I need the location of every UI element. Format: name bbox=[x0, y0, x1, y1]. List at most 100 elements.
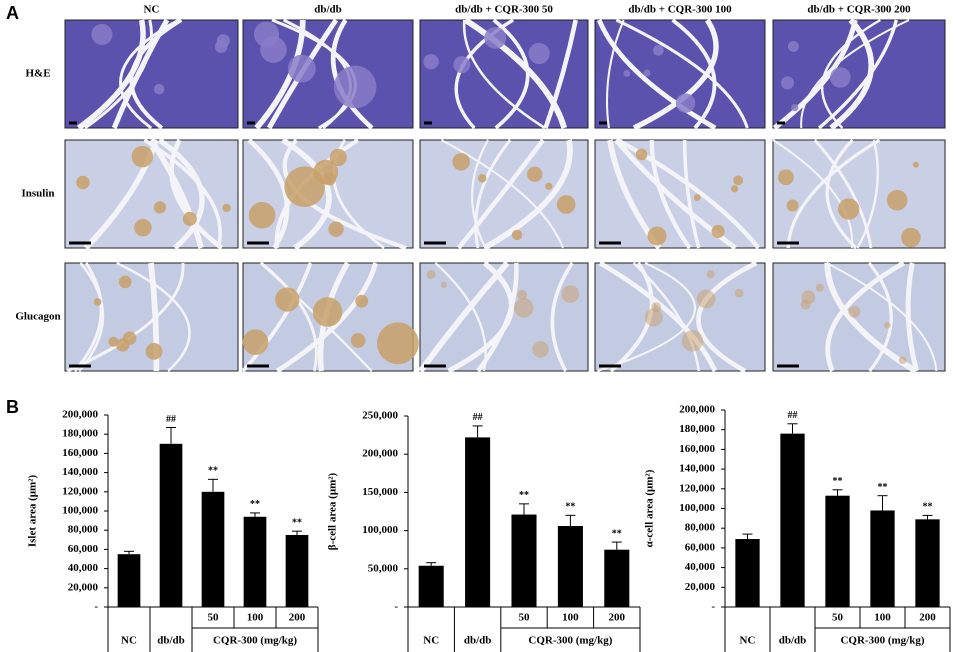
tissue-gap bbox=[463, 17, 568, 129]
significance-label: ** bbox=[292, 517, 302, 528]
islet bbox=[275, 287, 300, 312]
y-tick-label: 200,000 bbox=[62, 409, 98, 421]
x-tick-label: 100 bbox=[247, 612, 264, 624]
islet bbox=[780, 76, 795, 90]
tissue-gap bbox=[492, 18, 530, 130]
islet bbox=[153, 83, 165, 95]
islet bbox=[527, 166, 543, 183]
islet bbox=[145, 343, 163, 360]
column-header: db/db + CQR-300 100 bbox=[628, 4, 732, 16]
tissue-gap bbox=[471, 139, 489, 249]
tissue-gap bbox=[596, 19, 717, 131]
group-label: CQR-300 (mg/kg) bbox=[528, 635, 612, 647]
islet bbox=[287, 54, 316, 83]
tissue-gap bbox=[482, 139, 573, 251]
row-label: Insulin bbox=[21, 188, 54, 200]
x-tick-label: 100 bbox=[874, 612, 891, 624]
islet bbox=[312, 297, 343, 327]
tissue-gap bbox=[462, 19, 546, 130]
tissue-gap bbox=[434, 262, 487, 372]
significance-label: ** bbox=[612, 528, 622, 539]
tissue-gap bbox=[418, 261, 510, 373]
islet bbox=[651, 302, 662, 313]
islet bbox=[93, 298, 102, 306]
tissue-gap bbox=[474, 139, 512, 249]
bar bbox=[557, 526, 583, 607]
y-tick-label: 150,000 bbox=[362, 486, 398, 498]
tissue-gap bbox=[598, 260, 718, 372]
y-tick-label: 120,000 bbox=[62, 485, 98, 497]
islet bbox=[134, 218, 152, 237]
islet bbox=[377, 322, 419, 365]
islet bbox=[815, 283, 825, 292]
tissue-gap bbox=[632, 18, 719, 131]
islet bbox=[131, 145, 154, 168]
y-tick-label: 180,000 bbox=[62, 428, 98, 440]
significance-label: ** bbox=[923, 502, 933, 513]
islet bbox=[778, 169, 794, 186]
islet bbox=[329, 148, 347, 167]
tissue-gap bbox=[786, 138, 881, 249]
islet bbox=[517, 289, 528, 300]
tissue-gap bbox=[157, 137, 205, 250]
y-tick-label: 100,000 bbox=[679, 502, 715, 514]
x-tick-label: 200 bbox=[289, 612, 306, 624]
significance-label: ** bbox=[833, 476, 843, 487]
bar bbox=[159, 443, 183, 607]
islet bbox=[681, 330, 704, 352]
bar bbox=[780, 433, 805, 607]
islet bbox=[355, 294, 369, 308]
y-tick-label: 160,000 bbox=[679, 443, 715, 455]
y-tick-label: 40,000 bbox=[68, 562, 99, 574]
x-tick-label: 50 bbox=[208, 612, 220, 624]
tissue-gap bbox=[330, 18, 374, 130]
y-tick-label: 120,000 bbox=[679, 482, 715, 494]
islet bbox=[328, 221, 344, 237]
x-tick-label: db/db bbox=[464, 635, 492, 647]
tissue-gap bbox=[824, 262, 918, 374]
y-tick-label: 140,000 bbox=[62, 466, 98, 478]
islet bbox=[623, 70, 631, 77]
y-tick-label: 80,000 bbox=[685, 522, 716, 534]
y-tick-label: 180,000 bbox=[679, 423, 715, 435]
y-tick-label: 140,000 bbox=[679, 463, 715, 475]
y-tick-label: 250,000 bbox=[362, 410, 398, 422]
y-tick-label: 200,000 bbox=[362, 448, 398, 460]
islet bbox=[477, 173, 487, 183]
tissue-gap bbox=[148, 262, 160, 372]
significance-label: ** bbox=[878, 482, 888, 493]
bar bbox=[511, 514, 537, 607]
x-tick-label: NC bbox=[121, 635, 137, 647]
islet bbox=[706, 270, 715, 279]
significance-label: ## bbox=[473, 412, 483, 423]
islet bbox=[122, 331, 137, 345]
islet bbox=[787, 40, 799, 52]
y-tick-label: 200,000 bbox=[679, 404, 715, 416]
islet bbox=[675, 93, 696, 113]
islet bbox=[108, 336, 119, 347]
tissue-gap bbox=[867, 261, 893, 372]
islet bbox=[484, 26, 507, 49]
tissue-gap bbox=[440, 139, 564, 249]
x-tick-label: 50 bbox=[519, 612, 531, 624]
tissue-gap bbox=[772, 139, 854, 249]
islet bbox=[248, 201, 276, 229]
islet bbox=[791, 103, 799, 112]
y-tick-label: 20,000 bbox=[685, 581, 716, 593]
islet bbox=[350, 333, 366, 348]
tissue-gap bbox=[275, 262, 378, 374]
y-axis-label: Islet area (μm²) bbox=[27, 475, 39, 548]
islet bbox=[440, 281, 448, 288]
tissue-gap bbox=[605, 19, 625, 129]
panel-label: B bbox=[6, 397, 19, 417]
x-tick-label: db/db bbox=[779, 635, 807, 647]
tissue-gap bbox=[73, 262, 103, 372]
x-tick-label: 200 bbox=[609, 612, 626, 624]
islet bbox=[333, 65, 377, 109]
significance-label: ** bbox=[565, 502, 575, 513]
islet bbox=[532, 341, 549, 358]
islet bbox=[733, 175, 744, 186]
islet bbox=[901, 227, 921, 248]
column-header: NC bbox=[144, 4, 160, 16]
x-tick-label: NC bbox=[423, 635, 439, 647]
